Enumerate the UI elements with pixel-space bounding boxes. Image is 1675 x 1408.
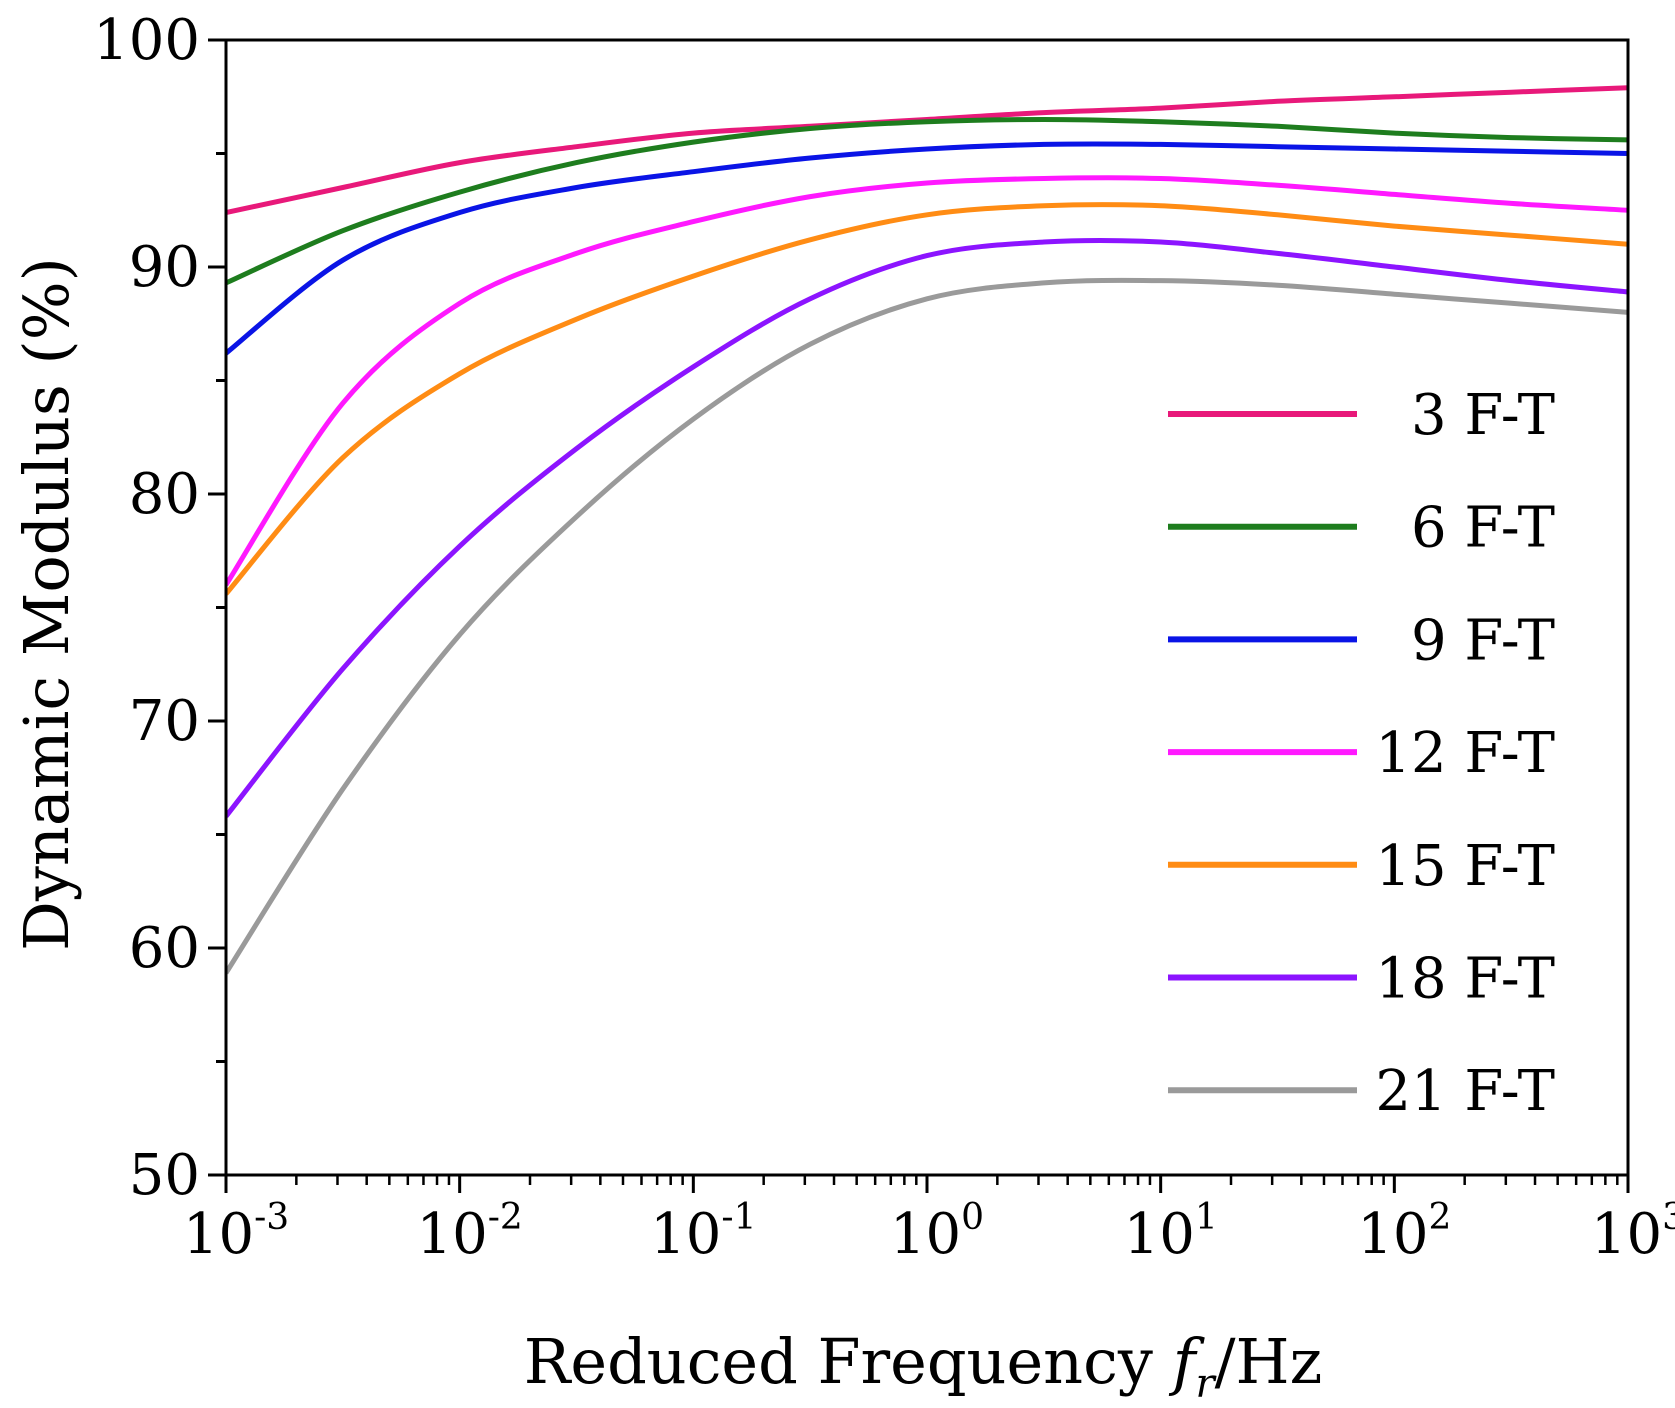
x-axis-title-suffix: /Hz xyxy=(1215,1325,1323,1398)
legend-item: 6 F-T xyxy=(1168,496,1555,561)
legend-item: 21 F-T xyxy=(1168,1059,1555,1124)
legend: 3 F-T 6 F-T 9 F-T 12 F-T 15 F-T 18 F-T 21 F-T xyxy=(1168,383,1555,1124)
legend-label: 9 F-T xyxy=(1411,608,1555,673)
legend-item: 3 F-T xyxy=(1168,383,1555,448)
legend-item: 18 F-T xyxy=(1168,947,1555,1012)
y-axis-title: Dynamic Modulus (%) xyxy=(10,257,83,951)
x-tick-label: 10-3 xyxy=(183,1197,289,1267)
legend-item: 9 F-T xyxy=(1168,608,1555,673)
x-axis-title-sub: r xyxy=(1196,1361,1218,1407)
x-axis-title: Reduced Frequency fr/Hz xyxy=(524,1325,1323,1407)
y-tick-label: 60 xyxy=(129,916,200,981)
series-line-21-f-t xyxy=(226,277,1628,975)
x-tick-label: 103 xyxy=(1591,1197,1675,1267)
legend-label: 15 F-T xyxy=(1375,834,1555,899)
series-layer xyxy=(226,85,1628,975)
series-line-9-f-t xyxy=(226,141,1628,356)
y-tick-label: 100 xyxy=(93,8,200,73)
x-tick-label: 102 xyxy=(1357,1197,1451,1267)
y-tick-label: 70 xyxy=(129,689,200,754)
legend-label: 21 F-T xyxy=(1375,1059,1555,1124)
legend-label: 6 F-T xyxy=(1411,496,1555,561)
x-tick-label: 101 xyxy=(1124,1197,1218,1267)
x-axis-title-prefix: Reduced Frequency xyxy=(524,1325,1173,1398)
y-tick-label: 50 xyxy=(129,1143,200,1208)
x-tick-label: 10-2 xyxy=(416,1197,522,1267)
y-tick-label: 80 xyxy=(129,462,200,527)
y-tick-label: 90 xyxy=(129,235,200,300)
x-tick-label: 10-1 xyxy=(650,1197,756,1267)
series-line-18-f-t xyxy=(226,237,1628,818)
x-tick-label: 100 xyxy=(890,1197,984,1267)
legend-item: 15 F-T xyxy=(1168,834,1555,899)
series-line-12-f-t xyxy=(226,175,1628,587)
legend-item: 12 F-T xyxy=(1168,721,1555,786)
axes-layer: 50 60 70 80 90 100 10-3 10-2 10-1 100 101 102 103 xyxy=(93,8,1675,1267)
legend-label: 18 F-T xyxy=(1375,947,1555,1012)
legend-label: 3 F-T xyxy=(1411,383,1555,448)
series-line-15-f-t xyxy=(226,202,1628,596)
series-line-6-f-t xyxy=(226,117,1628,286)
legend-label: 12 F-T xyxy=(1375,721,1555,786)
